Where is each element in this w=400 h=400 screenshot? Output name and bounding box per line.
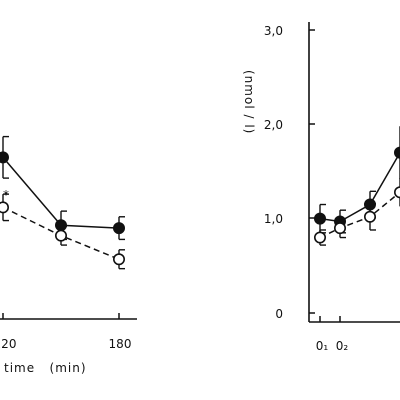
right-y-tick-label-0: 0 bbox=[275, 307, 283, 321]
left-series-1-point-2 bbox=[113, 253, 126, 266]
left-series-0-point-2 bbox=[113, 222, 126, 235]
right-series-0-point-3 bbox=[394, 146, 400, 159]
left-panel: 120 180 time (min) bbox=[0, 135, 137, 375]
left-series-0-point-0 bbox=[0, 151, 9, 164]
right-y-tick-label-1: 1,0 bbox=[264, 212, 283, 226]
right-series-1-point-1 bbox=[333, 222, 346, 235]
left-series-1-point-0 bbox=[0, 201, 9, 214]
right-y-tick-label-3: 3,0 bbox=[264, 24, 283, 38]
right-series-1-point-3 bbox=[394, 186, 400, 199]
right-series-1-point-0 bbox=[313, 231, 326, 244]
right-x-tick-label-02: 0₂ bbox=[336, 339, 349, 353]
significance-asterisk: * bbox=[3, 188, 9, 202]
right-series-1-point-2 bbox=[363, 210, 376, 223]
right-y-axis-label: (nmol / l) bbox=[242, 70, 256, 134]
left-x-axis-label: time (min) bbox=[4, 361, 87, 375]
left-series-group bbox=[0, 135, 126, 270]
right-series-1-line bbox=[319, 191, 400, 239]
right-series-0-point-0 bbox=[313, 212, 326, 225]
right-y-tick-label-2: 2,0 bbox=[264, 118, 283, 132]
left-series-1-point-1 bbox=[54, 229, 67, 242]
right-series-group bbox=[313, 126, 400, 246]
left-x-tick-label-180: 180 bbox=[109, 337, 132, 351]
right-x-tick-label-01: 0₁ bbox=[316, 339, 329, 353]
right-panel: 0 1,0 2,0 3,0 (nmol / l) 0₁ 0₂ bbox=[242, 22, 400, 353]
right-series-0-line bbox=[319, 152, 400, 223]
left-x-tick-label-120: 120 bbox=[0, 337, 16, 351]
